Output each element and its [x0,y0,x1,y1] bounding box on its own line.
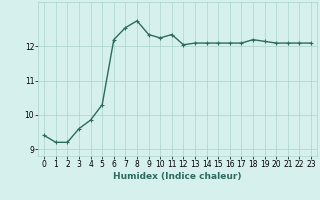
X-axis label: Humidex (Indice chaleur): Humidex (Indice chaleur) [113,172,242,181]
